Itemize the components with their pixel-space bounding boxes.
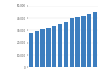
Bar (87, 14, 91, 67)
Bar (46, 28, 51, 67)
Bar (75, 17, 80, 67)
Bar (29, 33, 33, 67)
Bar (35, 31, 39, 67)
Bar (93, 12, 97, 67)
Bar (40, 29, 45, 67)
Bar (52, 26, 56, 67)
Bar (64, 22, 68, 67)
Bar (58, 24, 62, 67)
Bar (81, 16, 86, 67)
Bar (70, 18, 74, 67)
